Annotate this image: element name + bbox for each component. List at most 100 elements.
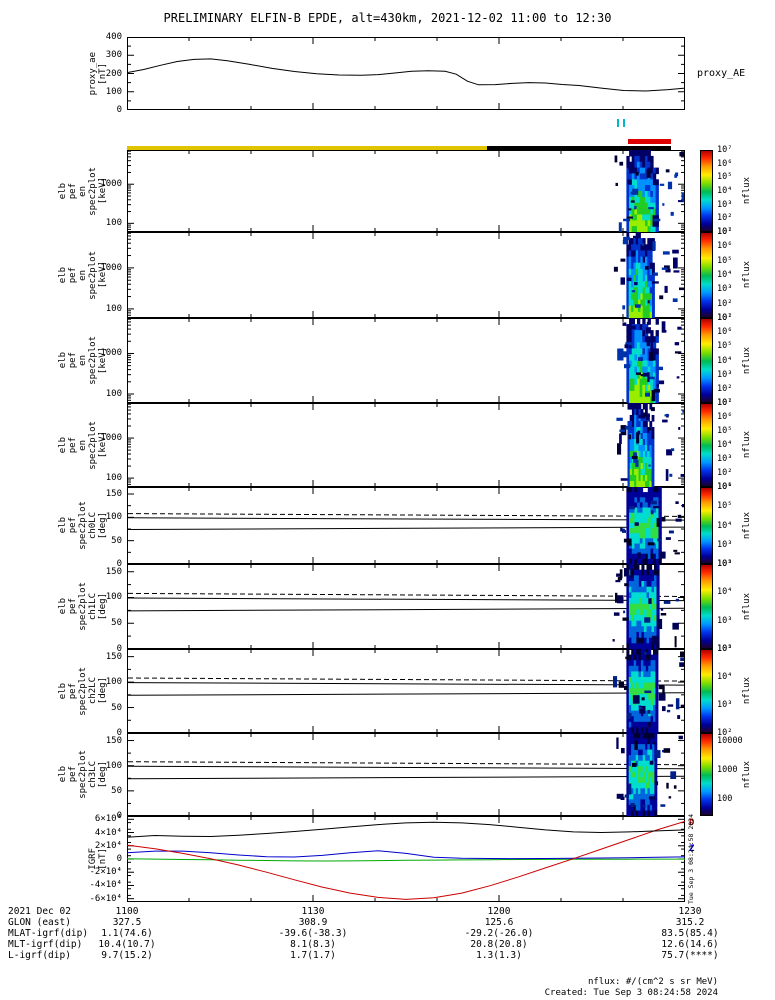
pitch_ch0-refline-1 bbox=[127, 517, 685, 521]
pitch_ch1-colorbar bbox=[700, 564, 713, 649]
en_spec_0-colorbar-label: 10³ bbox=[717, 199, 733, 210]
series-black-component bbox=[127, 821, 685, 838]
en_spec_2-frame bbox=[127, 318, 685, 403]
proxy_ae-ytick: 0 bbox=[116, 105, 122, 115]
pitch_ch3-ytick: 50 bbox=[111, 785, 122, 796]
pitch_ch2-refline-2 bbox=[127, 692, 685, 696]
en_spec_0-colorbar-label: 10¹ bbox=[717, 227, 733, 237]
info-row-value: 308.9 bbox=[298, 917, 328, 928]
pitch_ch2-colorbar-title: nflux bbox=[742, 677, 752, 705]
pitch_ch0-colorbar bbox=[700, 487, 713, 564]
en_spec_3-colorbar-label: 10⁵ bbox=[717, 426, 733, 436]
pitch_ch0-ytick: 50 bbox=[111, 535, 122, 546]
en_spec_1-ytick: 1000 bbox=[100, 262, 122, 273]
pitch_ch2-frame bbox=[127, 649, 685, 733]
en_spec_0-colorbar-label: 10⁶ bbox=[717, 158, 733, 169]
info-row-value: 315.2 bbox=[675, 917, 705, 928]
info-row: GLON (east) 327.5 308.9 125.6 315.2 bbox=[0, 917, 775, 928]
en_spec_2-plot bbox=[127, 318, 685, 403]
pitch_ch3-refline-1 bbox=[127, 765, 685, 770]
en_spec_1-colorbar bbox=[700, 232, 713, 318]
en_spec_3-colorbar bbox=[700, 403, 713, 487]
pitch_ch1-ytick: 100 bbox=[105, 592, 122, 603]
en_spec_0-colorbar-label: 10⁵ bbox=[717, 172, 733, 183]
pitch_ch3-colorbar-label: 1000 bbox=[717, 765, 738, 776]
en_spec_1-colorbar-label: 10⁷ bbox=[717, 227, 733, 237]
status-bar-segment-0 bbox=[127, 146, 487, 150]
en_spec_2-colorbar-label: 10⁷ bbox=[717, 313, 733, 323]
footer: nflux: #/(cm^2 s sr MeV) Created: Tue Se… bbox=[545, 977, 718, 998]
info-row-label: L-igrf(dip) bbox=[8, 950, 71, 961]
panel-pitch_ch3: elb pef spec2plot ch3LC [deg] 0 50 100 150 10000 1… bbox=[0, 733, 775, 821]
pitch_ch3-refline-0 bbox=[127, 761, 685, 766]
series-red-component bbox=[127, 820, 685, 900]
pitch_ch1-ytick: 50 bbox=[111, 618, 122, 629]
pitch_ch1-refline-1 bbox=[127, 597, 685, 602]
info-row-label: 2021 Dec 02 bbox=[8, 906, 71, 917]
info-row-value: 8.1(8.3) bbox=[290, 939, 336, 950]
pitch_ch3-frame bbox=[127, 733, 685, 816]
en_spec_1-ytick: 100 bbox=[105, 303, 122, 314]
en_spec_3-colorbar-label: 10² bbox=[717, 468, 733, 478]
plot-title: PRELIMINARY ELFIN-B EPDE, alt=430km, 202… bbox=[163, 11, 612, 25]
en_spec_2-colorbar-label: 10² bbox=[717, 383, 733, 394]
en_spec_1-colorbar-label: 10⁵ bbox=[717, 255, 733, 266]
info-row-value: 1130 bbox=[301, 906, 325, 917]
pitch_ch1-ylabel: elb pef spec2plot ch1LC [deg] bbox=[0, 564, 112, 649]
en_spec_1-colorbar-label: 10² bbox=[717, 298, 733, 309]
en_spec_0-ytick: 100 bbox=[105, 218, 122, 229]
pitch_ch0-colorbar-label: 10⁵ bbox=[717, 501, 733, 512]
en_spec_3-ylabel-word: spec2plot bbox=[88, 420, 98, 470]
pitch_ch2-ytick: 150 bbox=[105, 651, 122, 662]
pitch_ch1-refline-0 bbox=[127, 592, 685, 597]
en_spec_2-colorbar-label: 10⁶ bbox=[717, 327, 733, 338]
info-row: 2021 Dec 02 1100 1130 1200 1230 bbox=[0, 906, 775, 917]
panel-pitch_ch0: elb pef spec2plot ch0LC [deg] 0 50 100 150 10⁶ 10⁵… bbox=[0, 482, 775, 569]
pitch_ch0-colorbar-label: 10⁴ bbox=[717, 520, 733, 531]
en_spec_2-colorbar bbox=[700, 318, 713, 403]
panel-pitch_ch1: elb pef spec2plot ch1LC [deg] 0 50 100 150 10⁵ 10⁴… bbox=[0, 559, 775, 654]
en_spec_0-ylabel-word: spec2plot bbox=[88, 166, 98, 216]
pitch_ch3-colorbar-label: 100 bbox=[717, 794, 733, 805]
igrf-ytick: 6×10⁴ bbox=[94, 814, 122, 825]
en_spec_1-plot bbox=[127, 232, 685, 318]
panel-proxy_ae: proxy_ae [nT] 0 100 200 300 400 proxy_AE bbox=[0, 32, 775, 115]
info-row-value: 12.6(14.6) bbox=[661, 939, 719, 950]
info-row-value: 1100 bbox=[115, 906, 139, 917]
pitch_ch1-colorbar-label: 10⁵ bbox=[717, 559, 733, 569]
pitch_ch3-refline-2 bbox=[127, 775, 685, 780]
en_spec_2-colorbar-label: 10⁵ bbox=[717, 341, 733, 352]
en_spec_1-colorbar-title: nflux bbox=[742, 261, 752, 289]
pitch_ch0-refline-0 bbox=[127, 513, 685, 517]
igrf-plot bbox=[127, 816, 685, 902]
en_spec_3-colorbar-label: 10¹ bbox=[717, 482, 733, 492]
panel-pitch_ch2: elb pef spec2plot ch2LC [deg] 0 50 100 150 10⁵ 10⁴… bbox=[0, 644, 775, 738]
proxy_ae-frame bbox=[127, 37, 685, 110]
pitch_ch2-colorbar-label: 10⁴ bbox=[717, 672, 733, 682]
en_spec_0-frame bbox=[127, 150, 685, 232]
panel-en_spec_0: elb pef en spec2plot [keV] 1000 100 10⁷ 10⁶ 10⁵ 10… bbox=[0, 145, 775, 237]
en_spec_1-colorbar-label: 10⁶ bbox=[717, 241, 733, 252]
pitch_ch2-colorbar bbox=[700, 649, 713, 733]
pitch_ch3-ytick: 150 bbox=[105, 735, 122, 746]
series-green-component bbox=[127, 858, 685, 862]
proxy_ae-right-label: proxy_AE bbox=[697, 67, 746, 79]
created-timestamp-vertical: Tue Sep 3 08:24:58 2024 bbox=[687, 813, 695, 904]
igrf-ytick: 2×10⁴ bbox=[94, 840, 122, 851]
en_spec_2-ytick: 1000 bbox=[100, 348, 122, 359]
en_spec_0-colorbar-title: nflux bbox=[742, 177, 752, 205]
en_spec_0-colorbar-label: 10² bbox=[717, 213, 733, 224]
pitch_ch2-colorbar-label: 10³ bbox=[717, 700, 733, 710]
axis-info-rows: 2021 Dec 02 1100 1130 1200 1230 GLON (east) 32… bbox=[0, 906, 775, 961]
proxy_ae-ytick: 200 bbox=[105, 68, 122, 79]
status-bar-cyan-tick-0 bbox=[616, 119, 619, 127]
pitch_ch1-ytick: 0 bbox=[116, 644, 122, 654]
en_spec_0-colorbar bbox=[700, 150, 713, 232]
pitch_ch3-colorbar-label: 10000 bbox=[717, 736, 743, 747]
en_spec_3-frame bbox=[127, 403, 685, 487]
en_spec_2-ylabel-word: spec2plot bbox=[88, 336, 98, 385]
info-row: MLT-igrf(dip) 10.4(10.7) 8.1(8.3) 20.8(20.8… bbox=[0, 939, 775, 950]
pitch_ch1-colorbar-label: 10³ bbox=[717, 615, 733, 626]
